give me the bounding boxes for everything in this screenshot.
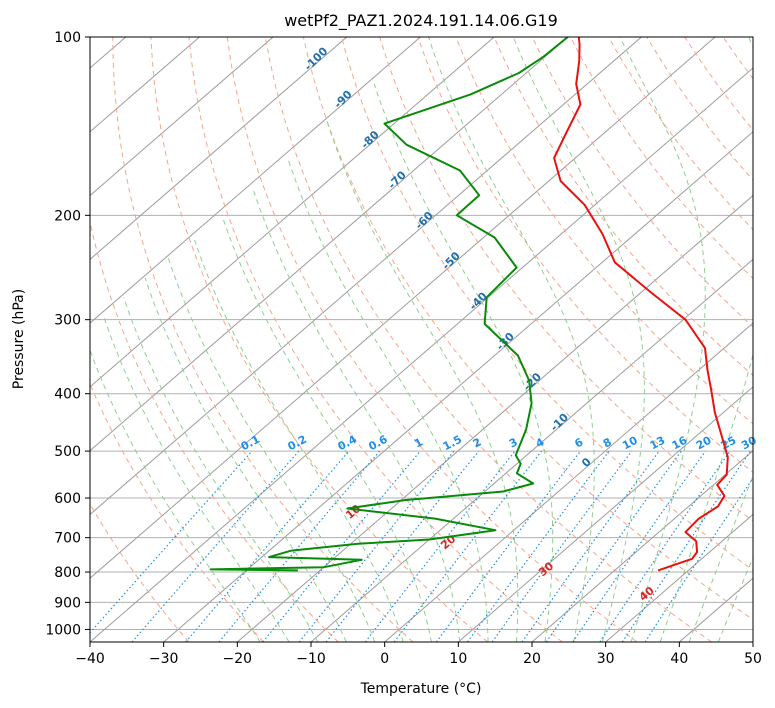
y-tick-label: 1000: [45, 622, 81, 638]
dry-adiabat: [531, 37, 753, 328]
dry-adiabat: [761, 37, 775, 642]
mixing-ratio-line: [435, 450, 581, 642]
y-tick-label: 500: [54, 444, 81, 460]
mixing-ratio-line: [298, 450, 455, 642]
isotherm-line: [90, 37, 274, 197]
x-tick-label: −40: [75, 651, 105, 667]
dry-adiabat: [150, 37, 488, 642]
isotherm-line: [90, 37, 495, 388]
isotherm-line: [752, 641, 753, 642]
moist-adiabat: [144, 277, 347, 642]
moist-adiabat: [90, 348, 261, 642]
x-tick-label: 50: [744, 651, 762, 667]
mixing-ratio-label: 13: [648, 434, 668, 453]
plot-background: [90, 37, 753, 642]
y-tick-label: 100: [54, 30, 81, 46]
dry-adiabat: [379, 37, 753, 522]
isotherm-line: [531, 449, 753, 642]
mixing-ratio-line: [467, 450, 610, 642]
dewpoint-profile: [209, 37, 569, 572]
dry-adiabat: [112, 37, 414, 642]
x-tick-label: 10: [449, 651, 467, 667]
dry-adiabat: [341, 37, 753, 571]
dry-adiabat: [188, 37, 563, 642]
x-tick-label: 0: [380, 651, 389, 667]
y-tick-label: 600: [54, 491, 81, 507]
chart-title: wetPf2_PAZ1.2024.191.14.06.G19: [284, 11, 558, 31]
mixing-ratio-line: [262, 450, 421, 642]
moist-adiabat: [688, 474, 753, 642]
dry-adiabat: [90, 382, 264, 642]
mixing-ratio-label: 10: [620, 434, 640, 453]
moist-adiabat: [717, 556, 753, 642]
mixing-ratio-line: [218, 450, 381, 642]
mixing-ratio-labels: 0.1 0.2 0.4 0.6 1 1.5 2 3 4 6 8 10 13 16 20 25 30: [239, 433, 759, 454]
y-tick-label: 300: [54, 313, 81, 329]
y-axis-label: Pressure (hPa): [11, 289, 27, 389]
isotherm-line: [605, 513, 753, 642]
x-axis-ticks: −40 −30 −20 −10 0 10 20 30 40 50: [75, 642, 762, 667]
mixing-ratio-label: 20: [694, 434, 714, 453]
moist-adiabat: [102, 315, 290, 642]
profile-series: [209, 37, 729, 572]
x-tick-label: 40: [670, 651, 688, 667]
isotherm-line: [237, 194, 753, 642]
x-tick-label: 20: [523, 651, 541, 667]
x-tick-label: −20: [223, 651, 253, 667]
mixing-ratio-label: 30: [739, 434, 759, 453]
dry-adiabat: [226, 37, 638, 642]
mixing-ratio-line: [521, 450, 660, 642]
isotherm-line: [90, 37, 569, 452]
mixing-ratio-line: [572, 450, 706, 642]
mixing-ratio-label: 25: [719, 434, 739, 453]
mixing-ratio-label: 16: [670, 434, 690, 453]
isotherm-line: [90, 67, 753, 642]
background-lines: [90, 37, 775, 642]
mixing-ratio-line: [90, 450, 253, 634]
temperature-profile: [553, 37, 729, 572]
y-tick-label: 700: [54, 531, 81, 547]
moist-adiabat: [252, 188, 461, 642]
isotherm-line: [163, 131, 753, 642]
mixing-ratio-line: [644, 477, 753, 642]
moist-adiabat: [221, 215, 432, 642]
y-tick-label: 400: [54, 387, 81, 403]
y-tick-label: 800: [54, 565, 81, 581]
x-tick-label: −30: [149, 651, 179, 667]
isotherm-line: [458, 386, 753, 642]
isotherm-line: [90, 37, 348, 260]
mixing-ratio-line: [621, 450, 752, 642]
dry-adiabat: [493, 37, 753, 377]
plot-frame: [89, 36, 754, 643]
mixing-ratio-line: [325, 450, 480, 642]
moist-adiabat: [123, 297, 319, 642]
x-tick-label: −10: [296, 651, 326, 667]
mixing-ratio-line: [545, 450, 682, 642]
dry-adiabat: [302, 37, 753, 621]
isotherm-line: [384, 322, 753, 642]
x-axis-label: Temperature (°C): [360, 681, 482, 697]
moist-adiabat: [194, 239, 404, 642]
moist-adiabat: [619, 37, 706, 642]
dry-adiabat: [90, 503, 190, 642]
moist-adiabat: [428, 37, 595, 642]
dry-adiabat: [90, 219, 339, 642]
y-axis-ticks: 100 200 300 400 500 600 700 800 900 1000: [45, 30, 90, 638]
isotherm-line: [90, 37, 716, 579]
moist-adiabat: [659, 37, 753, 642]
isotherm-line: [90, 37, 642, 516]
moist-adiabat: [167, 256, 376, 642]
moist-adiabat: [287, 157, 489, 642]
y-tick-label: 200: [54, 208, 81, 224]
isotherm-line: [90, 37, 421, 324]
x-tick-label: 30: [597, 651, 615, 667]
mixing-ratio-line: [491, 450, 633, 642]
y-tick-label: 900: [54, 595, 81, 611]
dry-adiabat: [455, 37, 753, 425]
mixing-ratio-line: [599, 450, 731, 642]
